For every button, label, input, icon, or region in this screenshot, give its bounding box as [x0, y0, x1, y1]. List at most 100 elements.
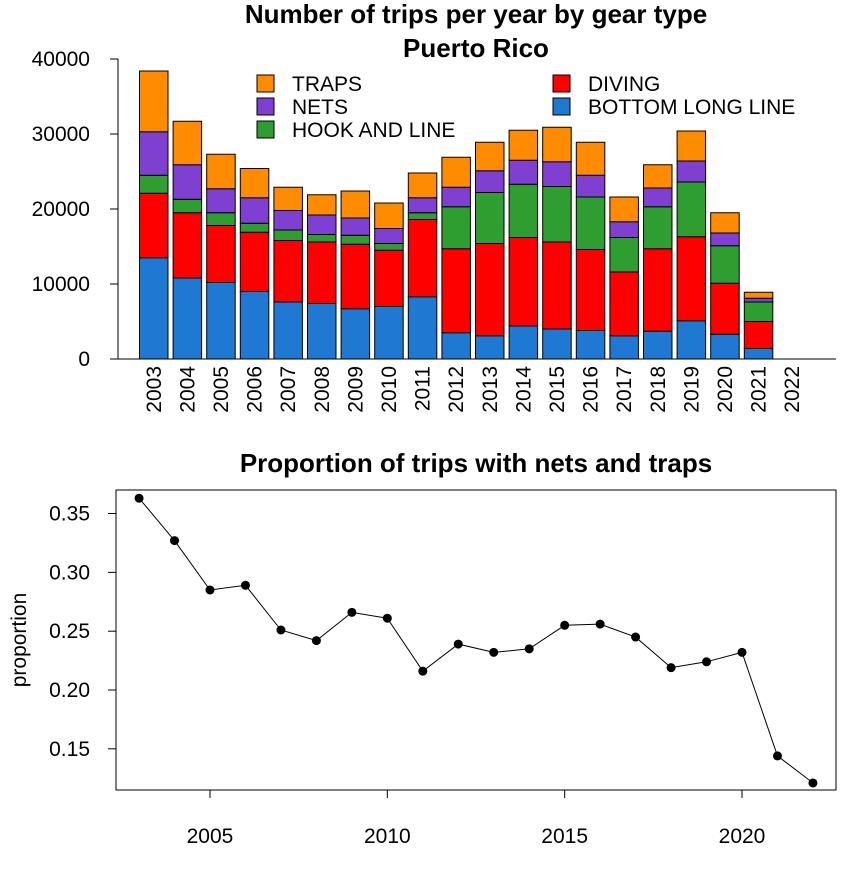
- bar-nets: [542, 161, 572, 187]
- bar-bottom-long-line: [206, 282, 236, 360]
- bar-hook-and-line: [643, 206, 673, 250]
- bar-diving: [475, 243, 505, 337]
- bar-chart-x-tick-label: 2005: [210, 366, 233, 413]
- legend-label: HOOK AND LINE: [292, 119, 455, 142]
- bar-nets: [676, 160, 707, 183]
- bar-nets: [609, 221, 639, 238]
- bar-hook-and-line: [307, 234, 337, 243]
- bar-bottom-long-line: [407, 296, 438, 360]
- proportion-point: [418, 666, 428, 676]
- legend-label: TRAPS: [292, 73, 362, 96]
- bar-bottom-long-line: [340, 308, 371, 360]
- bar-diving: [273, 240, 303, 303]
- line-chart-plot-box: [115, 489, 837, 791]
- bar-diving: [508, 237, 539, 327]
- bar-chart-x-tick-label: 2012: [445, 366, 468, 413]
- bar-chart-subtitle: Puerto Rico: [403, 33, 549, 63]
- bar-chart-x-tick-label: 2014: [512, 366, 535, 413]
- bar-diving: [676, 236, 707, 322]
- line-chart-x-tick-label: 2005: [187, 825, 234, 848]
- bar-chart-x-tick-label: 2016: [580, 366, 603, 413]
- proportion-point: [666, 663, 676, 673]
- proportion-point: [631, 632, 641, 642]
- bar-traps: [340, 190, 371, 219]
- bar-chart-y-tick-label: 30000: [32, 123, 90, 146]
- bar-bottom-long-line: [139, 257, 169, 360]
- bar-traps: [609, 196, 639, 223]
- line-chart-title: Proportion of trips with nets and traps: [240, 448, 712, 478]
- bar-traps: [307, 194, 337, 216]
- bar-traps: [575, 141, 606, 176]
- line-chart-x-tick-label: 2020: [719, 825, 766, 848]
- bar-hook-and-line: [139, 174, 169, 194]
- line-chart-x-tick-label: 2010: [364, 825, 411, 848]
- bar-traps: [475, 141, 505, 172]
- legend-swatch: [256, 74, 275, 93]
- bar-diving: [743, 321, 774, 349]
- bar-bottom-long-line: [542, 328, 572, 360]
- bar-hook-and-line: [710, 245, 740, 284]
- line-chart-y-tick-label: 0.35: [49, 503, 90, 526]
- legend-label: BOTTOM LONG LINE: [588, 96, 795, 119]
- bar-chart-y-tick-label: 10000: [32, 273, 90, 296]
- bar-chart-y-tick-label: 40000: [32, 48, 90, 71]
- bar-nets: [307, 214, 337, 235]
- bar-diving: [374, 249, 404, 307]
- bar-diving: [441, 248, 471, 334]
- bar-bottom-long-line: [441, 332, 471, 360]
- bar-chart: 0 10000 20000 30000 40000 2003 2004 2005 2006 200…: [32, 48, 836, 413]
- bar-bottom-long-line: [575, 330, 606, 360]
- bar-hook-and-line: [206, 212, 236, 226]
- legend-swatch: [552, 74, 571, 93]
- bar-chart-x-tick-label: 2003: [143, 366, 166, 413]
- line-chart-y-tick-label: 0.20: [49, 679, 90, 702]
- bar-nets: [743, 297, 774, 303]
- bar-nets: [239, 197, 270, 224]
- bar-diving: [206, 225, 236, 283]
- bar-bottom-long-line: [273, 301, 303, 360]
- bar-chart-x-tick-label: 2020: [714, 366, 737, 413]
- bar-hook-and-line: [743, 301, 774, 322]
- proportion-point: [311, 636, 321, 646]
- bar-nets: [340, 217, 371, 236]
- bar-traps: [239, 168, 270, 199]
- bar-hook-and-line: [676, 181, 707, 238]
- line-chart-y-tick-label: 0.15: [49, 738, 90, 761]
- bar-diving: [609, 271, 639, 337]
- bar-traps: [206, 153, 236, 190]
- bar-chart-title: Number of trips per year by gear type: [245, 0, 707, 29]
- bar-chart-x-tick-label: 2013: [479, 366, 502, 413]
- proportion-line: [138, 497, 814, 784]
- line-chart-x-tick-label: 2015: [541, 825, 588, 848]
- bar-diving: [575, 249, 606, 331]
- bar-traps: [743, 291, 774, 299]
- legend-label: DIVING: [588, 73, 660, 96]
- proportion-point: [737, 647, 747, 657]
- bar-chart-x-tick-label: 2019: [680, 366, 703, 413]
- bar-diving: [172, 212, 203, 279]
- bar-bottom-long-line: [508, 325, 539, 360]
- bar-chart-x-tick-label: 2021: [748, 366, 771, 413]
- bar-traps: [542, 126, 572, 163]
- bar-hook-and-line: [239, 222, 270, 233]
- bar-diving: [542, 241, 572, 330]
- bar-nets: [475, 170, 505, 193]
- bar-bottom-long-line: [172, 277, 203, 360]
- bar-chart-y-tick-label: 20000: [32, 198, 90, 221]
- bar-hook-and-line: [508, 183, 539, 238]
- bar-nets: [273, 210, 303, 231]
- bar-traps: [139, 70, 169, 133]
- bar-chart-x-tick-label: 2007: [277, 366, 300, 413]
- bar-traps: [172, 120, 203, 166]
- bar-nets: [508, 159, 539, 185]
- line-chart: 2005 2010 2015 2020 0.15 0.20 0.25 0.30 0.35: [49, 489, 837, 848]
- bar-bottom-long-line: [643, 330, 673, 360]
- proportion-point: [560, 620, 570, 630]
- bar-traps: [273, 186, 303, 211]
- bar-chart-x-tick-label: 2006: [244, 366, 267, 413]
- bar-traps: [508, 129, 539, 161]
- bar-traps: [710, 212, 740, 234]
- bar-nets: [407, 197, 438, 214]
- proportion-point: [595, 619, 605, 629]
